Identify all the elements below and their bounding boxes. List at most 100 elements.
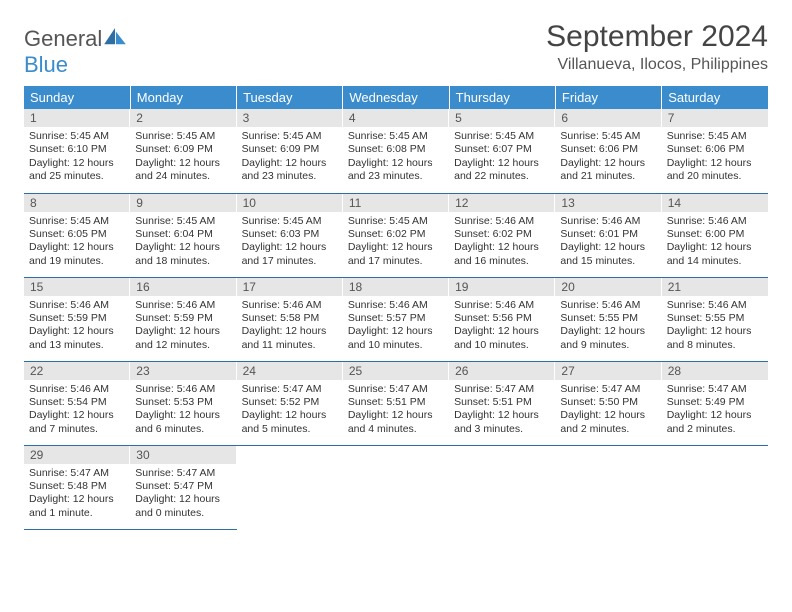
calendar-week-row: 22Sunrise: 5:46 AMSunset: 5:54 PMDayligh…: [24, 361, 768, 445]
sunrise-line: Sunrise: 5:47 AM: [560, 383, 656, 396]
cell-body: Sunrise: 5:45 AMSunset: 6:02 PMDaylight:…: [343, 212, 449, 273]
calendar-cell: 1Sunrise: 5:45 AMSunset: 6:10 PMDaylight…: [24, 109, 130, 193]
sunrise-line: Sunrise: 5:46 AM: [667, 215, 763, 228]
cell-body: Sunrise: 5:46 AMSunset: 6:00 PMDaylight:…: [662, 212, 768, 273]
calendar-cell: [237, 445, 343, 529]
sunrise-line: Sunrise: 5:45 AM: [242, 215, 338, 228]
sunrise-line: Sunrise: 5:47 AM: [242, 383, 338, 396]
sunset-line: Sunset: 6:03 PM: [242, 228, 338, 241]
daylight-line: and 15 minutes.: [560, 255, 656, 268]
day-number: 19: [449, 278, 555, 296]
daylight-line: Daylight: 12 hours: [242, 241, 338, 254]
cell-body: Sunrise: 5:45 AMSunset: 6:09 PMDaylight:…: [130, 127, 236, 188]
sunrise-line: Sunrise: 5:46 AM: [560, 299, 656, 312]
daylight-line: Daylight: 12 hours: [348, 325, 444, 338]
daylight-line: Daylight: 12 hours: [29, 241, 125, 254]
day-number: 28: [662, 362, 768, 380]
sunrise-line: Sunrise: 5:46 AM: [29, 383, 125, 396]
sunrise-line: Sunrise: 5:46 AM: [135, 299, 231, 312]
sunset-line: Sunset: 6:09 PM: [242, 143, 338, 156]
sunrise-line: Sunrise: 5:47 AM: [29, 467, 125, 480]
calendar-week-row: 8Sunrise: 5:45 AMSunset: 6:05 PMDaylight…: [24, 193, 768, 277]
calendar-table: SundayMondayTuesdayWednesdayThursdayFrid…: [24, 86, 768, 530]
day-number: 29: [24, 446, 130, 464]
cell-body: Sunrise: 5:46 AMSunset: 5:59 PMDaylight:…: [130, 296, 236, 357]
calendar-cell: 21Sunrise: 5:46 AMSunset: 5:55 PMDayligh…: [662, 277, 768, 361]
cell-body: Sunrise: 5:45 AMSunset: 6:03 PMDaylight:…: [237, 212, 343, 273]
cell-body: Sunrise: 5:46 AMSunset: 5:59 PMDaylight:…: [24, 296, 130, 357]
daylight-line: Daylight: 12 hours: [560, 409, 656, 422]
day-header: Sunday: [24, 86, 130, 109]
sunset-line: Sunset: 6:04 PM: [135, 228, 231, 241]
cell-body: Sunrise: 5:46 AMSunset: 5:56 PMDaylight:…: [449, 296, 555, 357]
calendar-cell: 3Sunrise: 5:45 AMSunset: 6:09 PMDaylight…: [237, 109, 343, 193]
day-number: 7: [662, 109, 768, 127]
daylight-line: Daylight: 12 hours: [29, 409, 125, 422]
day-header: Tuesday: [237, 86, 343, 109]
cell-body: Sunrise: 5:47 AMSunset: 5:49 PMDaylight:…: [662, 380, 768, 441]
daylight-line: and 23 minutes.: [348, 170, 444, 183]
daylight-line: and 17 minutes.: [348, 255, 444, 268]
sunset-line: Sunset: 5:55 PM: [667, 312, 763, 325]
cell-body: Sunrise: 5:45 AMSunset: 6:07 PMDaylight:…: [449, 127, 555, 188]
sunrise-line: Sunrise: 5:45 AM: [560, 130, 656, 143]
sunset-line: Sunset: 5:50 PM: [560, 396, 656, 409]
cell-body: Sunrise: 5:46 AMSunset: 5:55 PMDaylight:…: [662, 296, 768, 357]
cell-body: Sunrise: 5:45 AMSunset: 6:06 PMDaylight:…: [555, 127, 661, 188]
sunset-line: Sunset: 5:47 PM: [135, 480, 231, 493]
day-number: 10: [237, 194, 343, 212]
daylight-line: and 8 minutes.: [667, 339, 763, 352]
calendar-cell: 10Sunrise: 5:45 AMSunset: 6:03 PMDayligh…: [237, 193, 343, 277]
sunrise-line: Sunrise: 5:46 AM: [454, 299, 550, 312]
daylight-line: and 20 minutes.: [667, 170, 763, 183]
logo: General Blue: [24, 20, 126, 78]
daylight-line: Daylight: 12 hours: [348, 241, 444, 254]
daylight-line: and 3 minutes.: [454, 423, 550, 436]
daylight-line: Daylight: 12 hours: [242, 409, 338, 422]
sunrise-line: Sunrise: 5:46 AM: [667, 299, 763, 312]
calendar-header-row: SundayMondayTuesdayWednesdayThursdayFrid…: [24, 86, 768, 109]
daylight-line: Daylight: 12 hours: [135, 241, 231, 254]
daylight-line: Daylight: 12 hours: [667, 325, 763, 338]
daylight-line: Daylight: 12 hours: [667, 409, 763, 422]
sunrise-line: Sunrise: 5:47 AM: [348, 383, 444, 396]
daylight-line: and 13 minutes.: [29, 339, 125, 352]
daylight-line: and 25 minutes.: [29, 170, 125, 183]
day-header: Thursday: [449, 86, 555, 109]
day-number: 14: [662, 194, 768, 212]
day-number: 4: [343, 109, 449, 127]
day-number: 1: [24, 109, 130, 127]
daylight-line: Daylight: 12 hours: [242, 157, 338, 170]
sunrise-line: Sunrise: 5:45 AM: [29, 130, 125, 143]
daylight-line: Daylight: 12 hours: [560, 325, 656, 338]
daylight-line: and 1 minute.: [29, 507, 125, 520]
day-header: Wednesday: [343, 86, 449, 109]
calendar-cell: 24Sunrise: 5:47 AMSunset: 5:52 PMDayligh…: [237, 361, 343, 445]
calendar-cell: 26Sunrise: 5:47 AMSunset: 5:51 PMDayligh…: [449, 361, 555, 445]
calendar-week-row: 1Sunrise: 5:45 AMSunset: 6:10 PMDaylight…: [24, 109, 768, 193]
daylight-line: Daylight: 12 hours: [348, 409, 444, 422]
logo-word2: Blue: [24, 52, 68, 77]
calendar-cell: 20Sunrise: 5:46 AMSunset: 5:55 PMDayligh…: [555, 277, 661, 361]
day-number: 24: [237, 362, 343, 380]
daylight-line: and 0 minutes.: [135, 507, 231, 520]
calendar-cell: 30Sunrise: 5:47 AMSunset: 5:47 PMDayligh…: [130, 445, 236, 529]
day-number: 21: [662, 278, 768, 296]
cell-body: Sunrise: 5:46 AMSunset: 6:01 PMDaylight:…: [555, 212, 661, 273]
month-title: September 2024: [546, 20, 768, 54]
day-number: 16: [130, 278, 236, 296]
day-number: 3: [237, 109, 343, 127]
calendar-cell: [662, 445, 768, 529]
daylight-line: Daylight: 12 hours: [560, 241, 656, 254]
daylight-line: Daylight: 12 hours: [454, 325, 550, 338]
sunset-line: Sunset: 5:56 PM: [454, 312, 550, 325]
daylight-line: Daylight: 12 hours: [29, 325, 125, 338]
logo-word1: General: [24, 26, 102, 51]
day-number: 12: [449, 194, 555, 212]
cell-body: Sunrise: 5:47 AMSunset: 5:50 PMDaylight:…: [555, 380, 661, 441]
calendar-cell: 12Sunrise: 5:46 AMSunset: 6:02 PMDayligh…: [449, 193, 555, 277]
location: Villanueva, Ilocos, Philippines: [546, 56, 768, 74]
sunset-line: Sunset: 6:01 PM: [560, 228, 656, 241]
sunset-line: Sunset: 6:08 PM: [348, 143, 444, 156]
daylight-line: and 6 minutes.: [135, 423, 231, 436]
